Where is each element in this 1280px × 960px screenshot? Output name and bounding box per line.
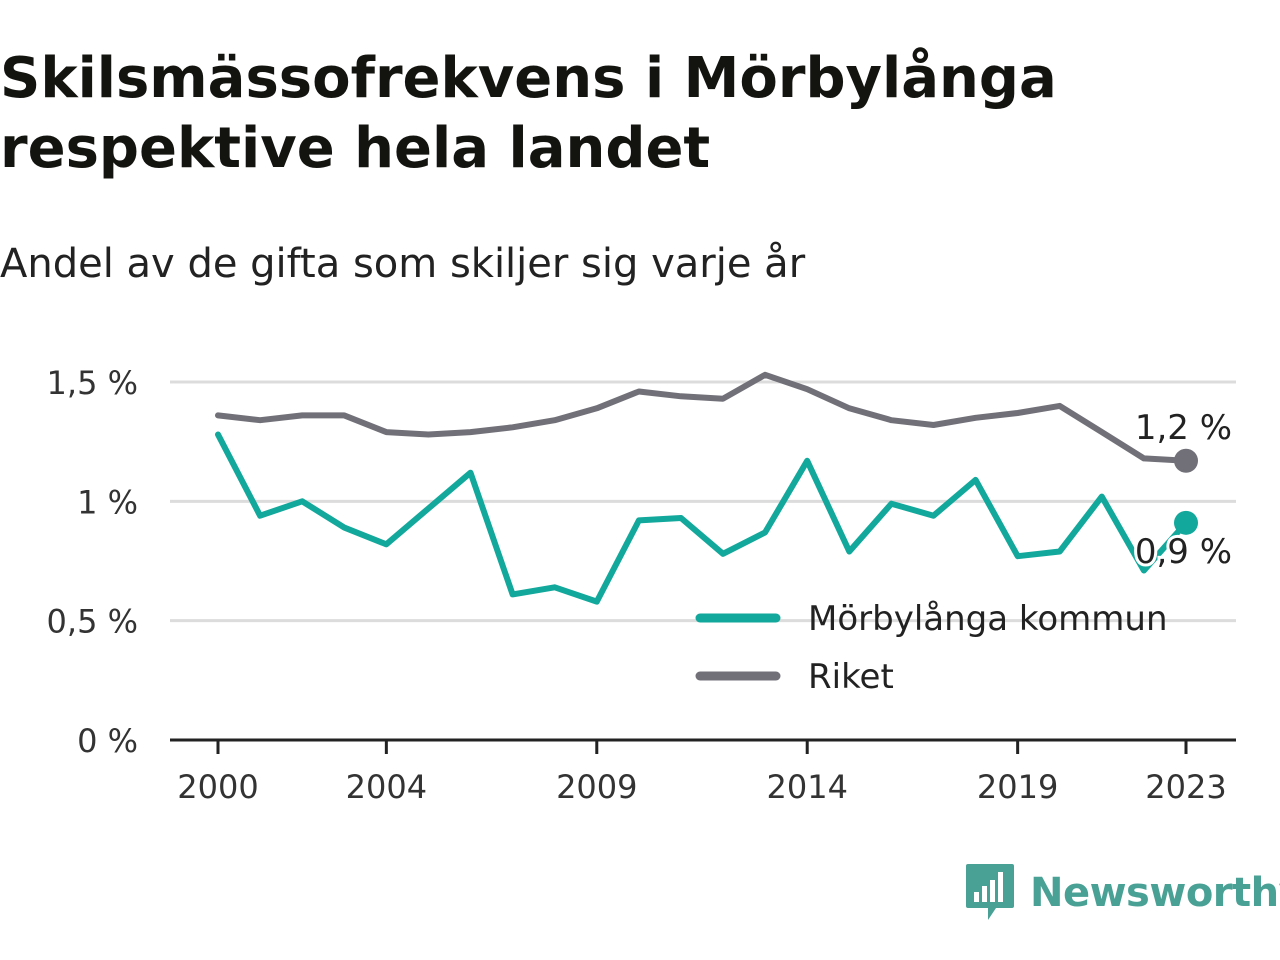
series-line-morbylanga xyxy=(215,431,1189,605)
end-label-morbylanga: 0,9 % xyxy=(1135,532,1232,572)
legend-label-riket: Riket xyxy=(808,657,894,697)
x-tick-label: 2014 xyxy=(766,768,847,806)
axes: 0 % 0,5 % 1 % 1,5 % 2000 2004 2009 2014 2019 2023 xyxy=(47,364,1236,806)
legend: Mörbylånga kommun Riket xyxy=(695,599,1168,697)
end-point-riket xyxy=(1174,448,1198,473)
brand-name: Newsworthy xyxy=(1030,870,1280,916)
series-line-riket xyxy=(215,371,1189,464)
x-tick-label: 2019 xyxy=(977,768,1058,806)
newsworthy-logo: Newsworthy xyxy=(964,862,1280,924)
y-tick-label: 1 % xyxy=(77,483,138,521)
bar-chart-speech-bubble-icon xyxy=(966,864,1014,920)
end-labels: 1,2 % 0,9 % xyxy=(1132,405,1235,575)
x-tick-label: 2009 xyxy=(556,768,637,806)
x-tick-label: 2000 xyxy=(177,768,258,806)
y-tick-label: 1,5 % xyxy=(47,364,138,402)
x-tick-label: 2004 xyxy=(346,768,427,806)
chart-title: Skilsmässofrekvens i Mörbylånga respekti… xyxy=(0,46,1057,181)
legend-label-morbylanga: Mörbylånga kommun xyxy=(808,599,1168,639)
y-tick-label: 0 % xyxy=(77,722,138,760)
end-point-morbylanga xyxy=(1174,510,1198,535)
end-label-riket: 1,2 % xyxy=(1135,408,1232,448)
chart-subtitle: Andel av de gifta som skiljer sig varje … xyxy=(0,241,806,287)
series-lines xyxy=(215,371,1198,605)
y-tick-label: 0,5 % xyxy=(47,603,138,641)
x-tick-label: 2023 xyxy=(1145,768,1226,806)
